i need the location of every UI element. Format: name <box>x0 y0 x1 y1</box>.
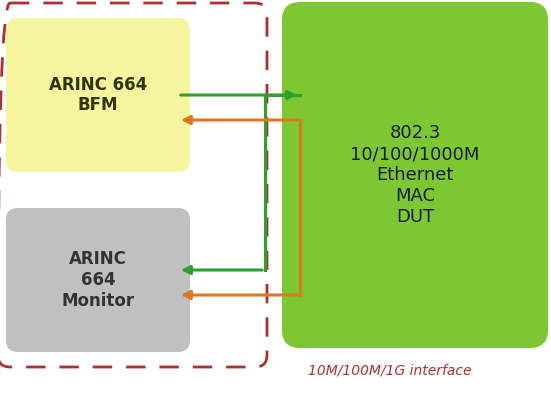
Text: 10M/100M/1G interface: 10M/100M/1G interface <box>308 363 472 377</box>
Text: 802.3
10/100/1000M
Ethernet
MAC
DUT: 802.3 10/100/1000M Ethernet MAC DUT <box>350 125 480 226</box>
FancyBboxPatch shape <box>6 208 190 352</box>
Text: ARINC
664
Monitor: ARINC 664 Monitor <box>62 250 134 310</box>
FancyBboxPatch shape <box>282 2 548 348</box>
FancyBboxPatch shape <box>6 18 190 172</box>
Text: ARINC 664
BFM: ARINC 664 BFM <box>49 76 147 114</box>
